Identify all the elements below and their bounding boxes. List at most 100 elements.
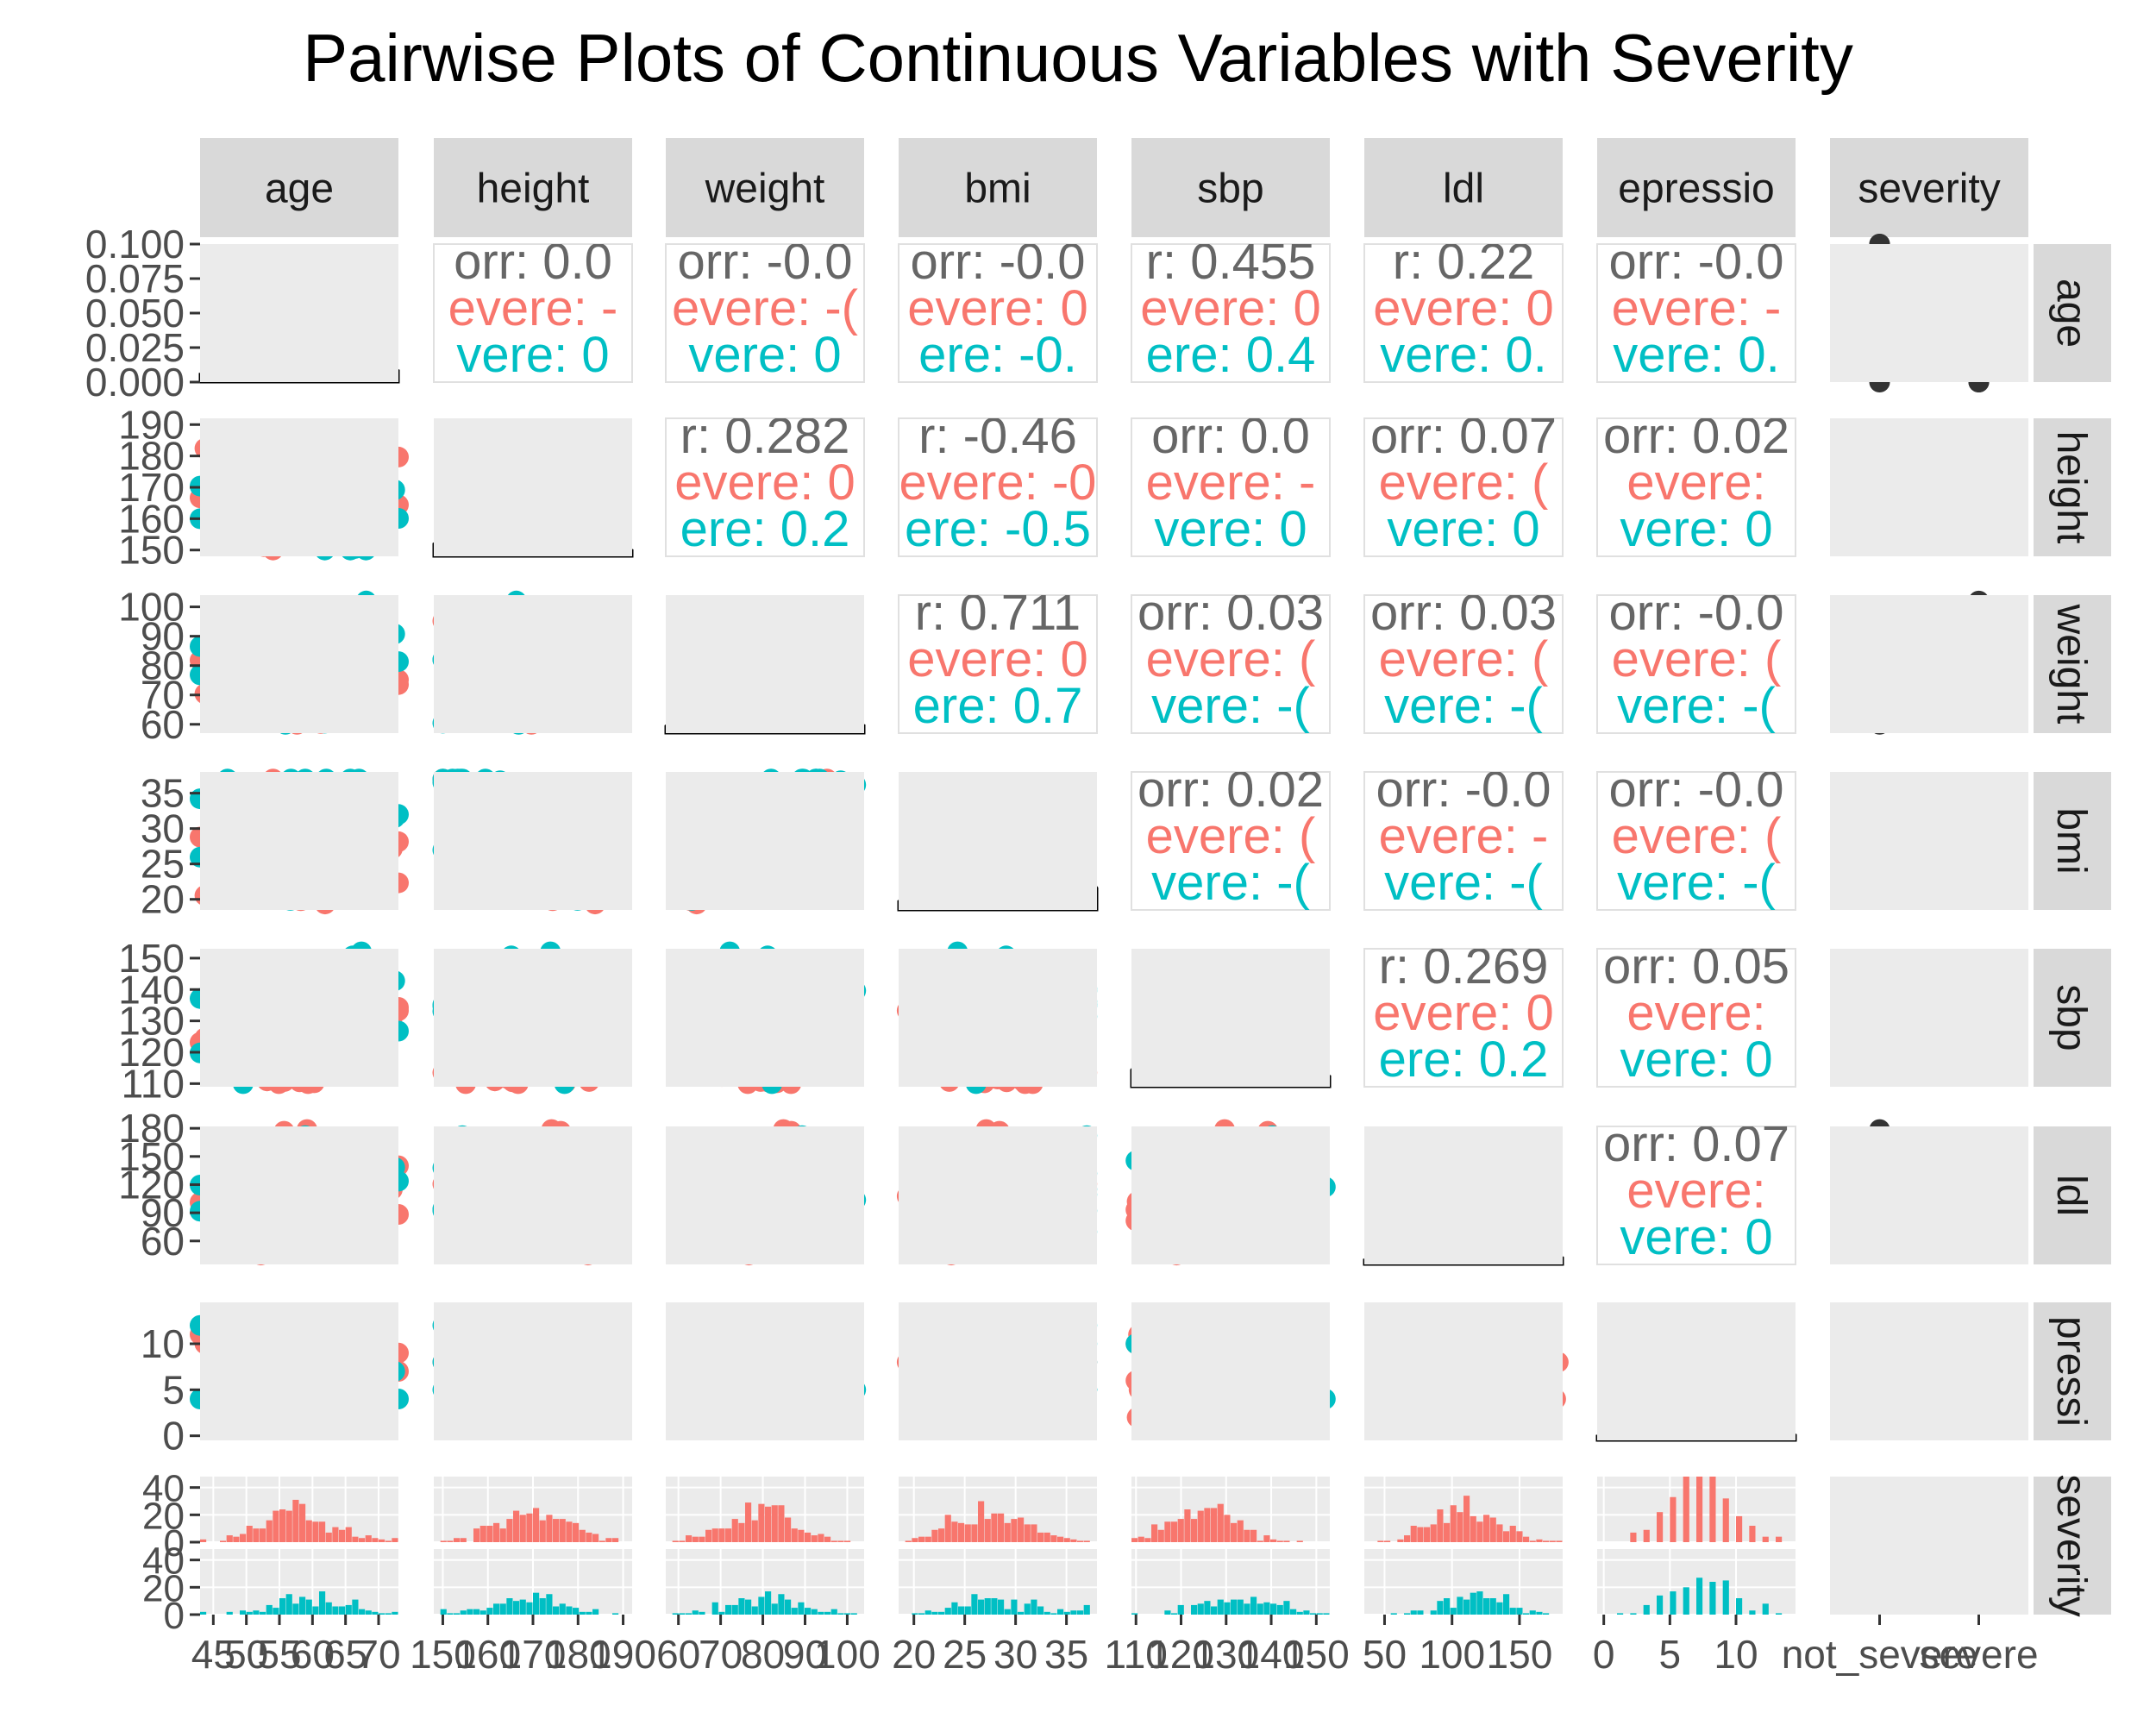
corr-not-severe-text: evere: -0 [899,455,1097,511]
col-strip-depression: epressio [1597,138,1796,237]
corr-severe-text: vere: 0 [1154,501,1307,557]
corr-severe-text: vere: -( [1151,855,1310,911]
corr-overall-text: orr: -0.0 [1608,234,1783,290]
corr-not-severe-text: evere: [1626,455,1765,511]
col-strip-label: age [265,166,334,212]
col-strip-weight: weight [666,138,864,237]
col-strip-bg [434,138,632,237]
col-strip-bmi: bmi [899,138,1097,237]
corr-severe-text: vere: 0. [1613,327,1779,383]
panel-bg [1131,949,1330,1087]
corr-severe-text: ere: -0. [918,327,1077,383]
corr-severe-text: vere: 0. [1380,327,1546,383]
panel-bg [899,949,1097,1087]
panel-bg [666,595,864,733]
corr-severe-text: vere: 0 [456,327,609,383]
row-strip-ldl: ldl [2034,1126,2111,1264]
row-strip-label: age [2048,279,2094,348]
corr-panel-bg [898,417,1098,557]
row-strip-bg [2034,1477,2111,1615]
panel-bg [899,772,1097,910]
corr-severe-text: ere: 0.4 [1146,327,1316,383]
row-strip-label: weight [2048,604,2094,724]
panel-bg [434,949,632,1087]
col-strip-label: height [477,166,590,212]
corr-severe-text: vere: 0 [1620,1032,1772,1088]
corr-panel-bg [1596,243,1796,383]
col-strip-label: ldl [1443,166,1484,212]
row-strip-label: height [2048,431,2094,544]
corr-not-severe-text: evere: - [1146,455,1316,511]
corr-severe-text: vere: 0 [1387,501,1539,557]
panel-bg [200,772,398,910]
corr-overall-text: orr: -0.0 [677,234,852,290]
row-strip-label: severity [2048,1474,2094,1616]
corr-panel-bg [898,243,1098,383]
corr-panel-bg [1363,243,1564,383]
corr-panel-bg [1363,417,1564,557]
panel-bg [434,595,632,733]
corr-overall-text: orr: -0.0 [910,234,1085,290]
chart-title: Pairwise Plots of Continuous Variables w… [303,20,1853,96]
row-strip-severity: severity [2034,1474,2111,1617]
row-strip-bg [2034,244,2111,382]
corr-overall-text: r: 0.282 [680,408,850,464]
col-strip-bg [1364,138,1563,237]
corr-not-severe-text: evere: 0 [907,280,1088,336]
row-strip-bg [2034,418,2111,556]
panel-bg [666,772,864,910]
row-strip-bmi: bmi [2034,772,2111,910]
corr-overall-text: orr: 0.0 [1151,408,1310,464]
row-strip-bg [2034,1302,2111,1440]
corr-severe-text: vere: -( [1617,678,1776,734]
col-strip-label: epressio [1618,166,1774,212]
col-strip-height: height [434,138,632,237]
row-strip-weight: weight [2034,595,2111,733]
corr-not-severe-text: evere: 0 [1373,280,1554,336]
corr-not-severe-text: evere: 0 [907,631,1088,687]
corr-overall-text: r: 0.22 [1393,234,1534,290]
panel-bg [200,949,398,1087]
col-strip-label: weight [705,166,825,212]
corr-not-severe-text: evere: ( [1379,455,1549,511]
corr-overall-text: orr: 0.02 [1603,408,1789,464]
corr-severe-text: ere: 0.7 [913,678,1083,734]
corr-not-severe-text: evere: 0 [1140,280,1321,336]
corr-severe-text: vere: 0 [688,327,841,383]
corr-overall-text: r: 0.455 [1146,234,1316,290]
corr-overall-text: r: 0.711 [915,585,1081,641]
corr-panel-bg [1596,417,1796,557]
corr-panel-bg [665,417,865,557]
col-strip-ldl: ldl [1364,138,1563,237]
row-strip-sbp: sbp [2034,949,2111,1087]
corr-severe-text: vere: 0 [1620,501,1772,557]
corr-severe-text: vere: -( [1384,855,1543,911]
corr-not-severe-text: evere: - [1612,280,1782,336]
corr-panel-bg [665,243,865,383]
col-strip-label: severity [1858,166,2000,212]
corr-severe-text: ere: -0.5 [905,501,1091,557]
panel-bg [200,418,398,556]
corr-panel-bg [433,243,633,383]
corr-severe-text: ere: 0.2 [680,501,850,557]
corr-severe-text: ere: 0.2 [1379,1032,1549,1088]
